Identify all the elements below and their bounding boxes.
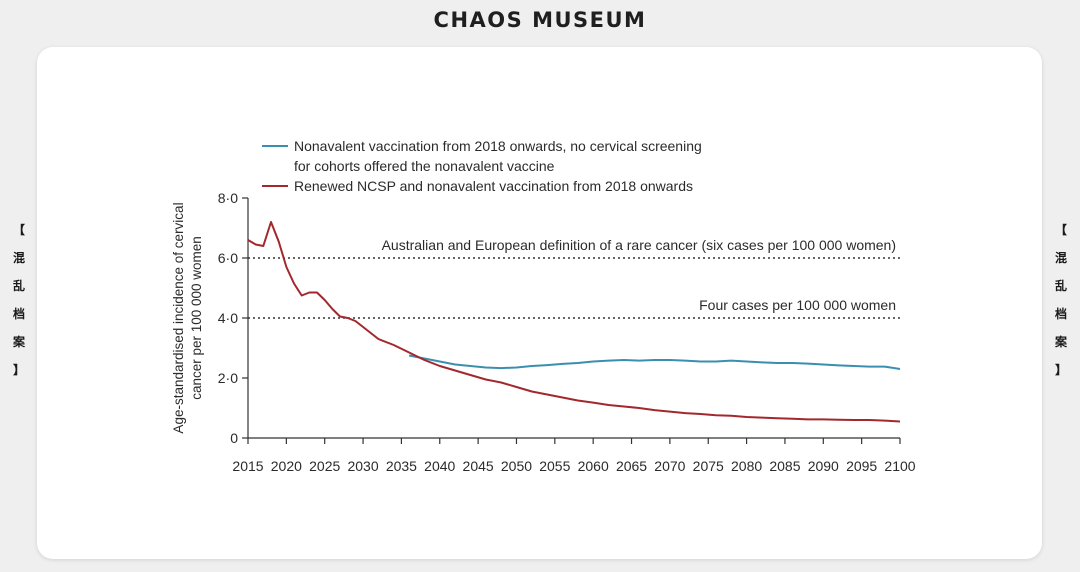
x-tick-label: 2015 (232, 458, 263, 474)
y-axis-label: cancer per 100 000 women (189, 236, 204, 400)
x-tick-label: 2040 (424, 458, 455, 474)
bracket-close: 】 (12, 363, 25, 377)
chart-card (37, 47, 1042, 559)
legend-label: Renewed NCSP and nonavalent vaccination … (294, 178, 693, 194)
series-line-nonavalent (408, 354, 901, 370)
side-char: 案 (1054, 335, 1067, 349)
x-tick-label: 2050 (501, 458, 532, 474)
y-tick-label: 4·0 (218, 310, 238, 326)
y-tick-label: 2·0 (218, 370, 238, 386)
page-title: CHAOS MUSEUM (433, 8, 647, 32)
series-line-ncsp (247, 221, 901, 423)
x-tick-label: 2075 (693, 458, 724, 474)
bracket-open: 【 (1054, 223, 1067, 237)
x-tick-label: 2065 (616, 458, 647, 474)
side-char: 案 (12, 335, 25, 349)
x-tick-label: 2080 (731, 458, 762, 474)
legend-label: for cohorts offered the nonavalent vacci… (294, 158, 555, 174)
side-label-right: 【 混 乱 档 案 】 (1054, 216, 1068, 384)
side-label-left: 【 混 乱 档 案 】 (12, 216, 26, 384)
bracket-close: 】 (1054, 363, 1067, 377)
reference-line-label: Four cases per 100 000 women (699, 297, 896, 313)
side-char: 混 (1054, 251, 1067, 265)
x-tick-label: 2095 (846, 458, 877, 474)
side-char: 乱 (12, 279, 25, 293)
x-tick-label: 2025 (309, 458, 340, 474)
bracket-open: 【 (12, 223, 25, 237)
y-tick-label: 0 (230, 430, 238, 446)
y-tick-label: 6·0 (218, 250, 238, 266)
x-tick-label: 2060 (578, 458, 609, 474)
x-tick-label: 2030 (347, 458, 378, 474)
y-tick-label: 8·0 (218, 190, 238, 206)
x-tick-label: 2090 (808, 458, 839, 474)
x-tick-label: 2055 (539, 458, 570, 474)
side-char: 档 (1054, 307, 1067, 321)
side-char: 混 (12, 251, 25, 265)
side-char: 档 (12, 307, 25, 321)
legend-label: Nonavalent vaccination from 2018 onwards… (294, 138, 702, 154)
x-tick-label: 2020 (271, 458, 302, 474)
x-tick-label: 2035 (386, 458, 417, 474)
x-tick-label: 2085 (769, 458, 800, 474)
side-char: 乱 (1054, 279, 1067, 293)
x-tick-label: 2100 (884, 458, 915, 474)
reference-line-label: Australian and European definition of a … (382, 237, 896, 253)
x-tick-label: 2045 (463, 458, 494, 474)
y-axis-label: Age-standardised incidence of cervical (171, 202, 186, 433)
x-tick-label: 2070 (654, 458, 685, 474)
